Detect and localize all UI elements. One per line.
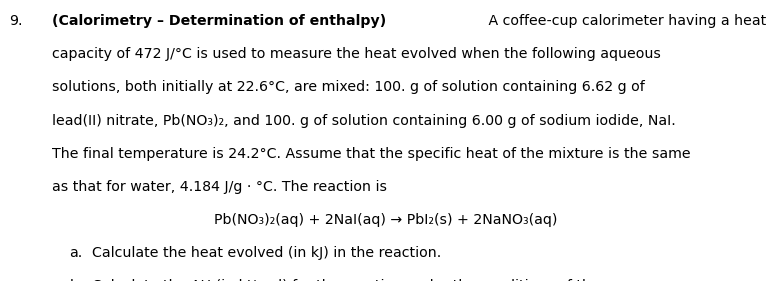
Text: (Calorimetry – Determination of enthalpy): (Calorimetry – Determination of enthalpy… <box>52 14 387 28</box>
Text: solutions, both initially at 22.6°C, are mixed: 100. g of solution containing 6.: solutions, both initially at 22.6°C, are… <box>52 80 645 94</box>
Text: Pb(NO₃)₂(aq) + 2NaI(aq) → PbI₂(s) + 2NaNO₃(aq): Pb(NO₃)₂(aq) + 2NaI(aq) → PbI₂(s) + 2NaN… <box>215 213 557 227</box>
Text: lead(II) nitrate, Pb(NO₃)₂, and 100. g of solution containing 6.00 g of sodium i: lead(II) nitrate, Pb(NO₃)₂, and 100. g o… <box>52 114 676 128</box>
Text: as that for water, 4.184 J/g · °C. The reaction is: as that for water, 4.184 J/g · °C. The r… <box>52 180 388 194</box>
Text: Calculate the heat evolved (in kJ) in the reaction.: Calculate the heat evolved (in kJ) in th… <box>83 246 441 260</box>
Text: b.: b. <box>69 279 83 281</box>
Text: Calculate the ΔH (in kJ/mol) for the reaction under the conditions of the: Calculate the ΔH (in kJ/mol) for the rea… <box>83 279 599 281</box>
Text: 9.: 9. <box>9 14 22 28</box>
Text: a.: a. <box>69 246 83 260</box>
Text: A coffee-cup calorimeter having a heat: A coffee-cup calorimeter having a heat <box>484 14 766 28</box>
Text: The final temperature is 24.2°C. Assume that the specific heat of the mixture is: The final temperature is 24.2°C. Assume … <box>52 147 691 161</box>
Text: capacity of 472 J/°C is used to measure the heat evolved when the following aque: capacity of 472 J/°C is used to measure … <box>52 47 662 61</box>
